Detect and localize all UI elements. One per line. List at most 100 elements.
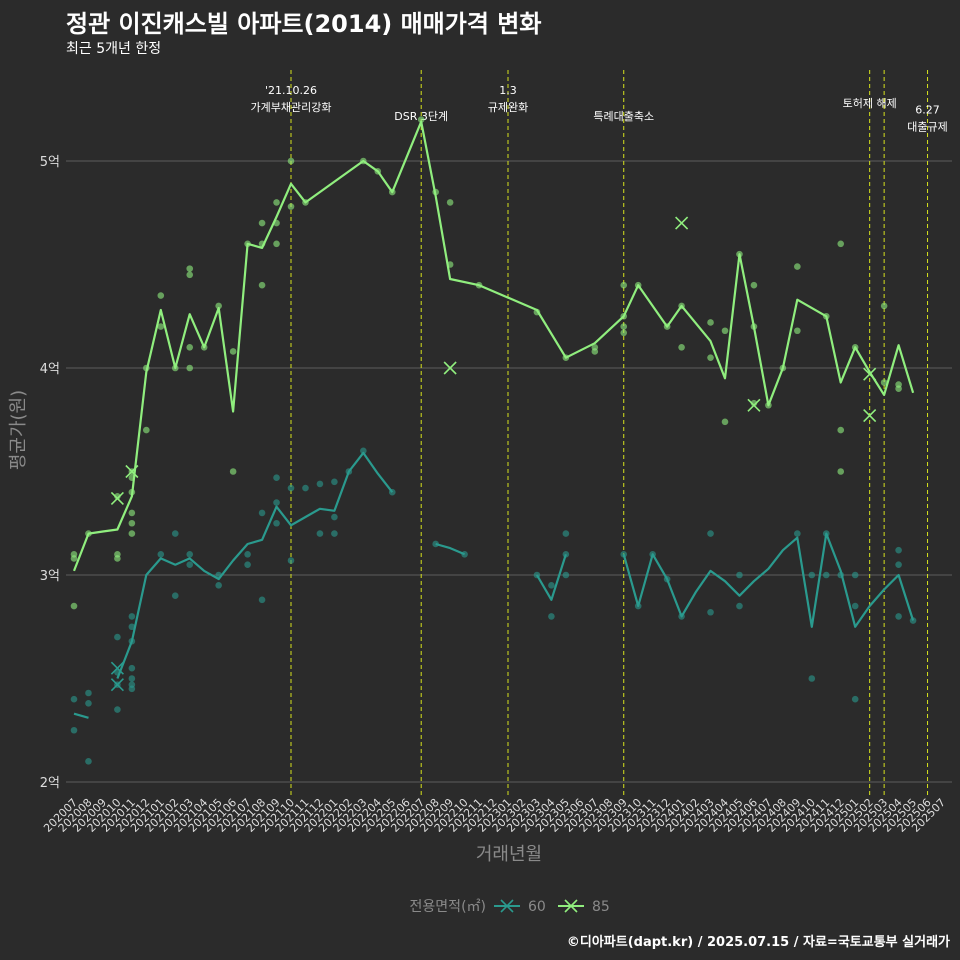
data-point	[302, 484, 309, 492]
legend-title: 전용면적(㎡)	[410, 899, 486, 915]
event-label: 가계부채관리강화	[251, 101, 332, 114]
data-point	[128, 530, 136, 537]
data-point	[851, 602, 859, 610]
data-point	[128, 613, 136, 620]
data-point	[895, 546, 902, 554]
data-point	[360, 447, 367, 455]
data-point	[186, 271, 194, 279]
data-point	[258, 596, 266, 604]
data-point	[215, 302, 222, 310]
data-point	[331, 478, 338, 486]
event-label: 대출규제	[907, 121, 947, 134]
x-marker	[675, 216, 689, 230]
data-point	[736, 602, 743, 610]
data-point	[85, 758, 92, 765]
data-point	[114, 493, 121, 500]
data-point	[880, 302, 888, 310]
data-point	[316, 480, 324, 488]
data-point	[157, 551, 165, 558]
data-point	[707, 319, 714, 326]
event-label: 6.27	[915, 104, 940, 117]
data-point	[258, 281, 266, 289]
data-point	[822, 571, 830, 579]
data-point	[794, 327, 801, 335]
x-marker	[747, 398, 761, 412]
x-marker	[110, 491, 124, 505]
x-marker	[443, 361, 457, 375]
data-point	[331, 513, 338, 521]
series-line	[535, 553, 567, 601]
data-point	[114, 633, 121, 641]
data-point	[316, 530, 324, 537]
data-point	[331, 530, 338, 537]
data-point	[70, 602, 78, 610]
grid-lines	[66, 160, 952, 783]
data-point	[128, 675, 136, 682]
data-point	[808, 675, 816, 682]
data-point	[837, 240, 845, 248]
data-point	[229, 348, 237, 355]
series-line	[622, 532, 915, 628]
data-point	[287, 203, 295, 210]
data-point	[157, 323, 165, 330]
data-point	[794, 263, 801, 270]
data-point	[85, 700, 92, 707]
data-point	[794, 530, 801, 537]
data-point	[837, 468, 845, 475]
data-point	[157, 292, 165, 299]
legend: 전용면적(㎡) 60 85	[410, 899, 610, 915]
data-point	[128, 623, 136, 631]
data-point	[808, 571, 816, 579]
data-point	[114, 555, 121, 562]
data-point	[70, 695, 78, 703]
x-marker	[110, 661, 124, 675]
data-point	[851, 695, 859, 703]
chart-title: 정관 이진캐스빌 아파트(2014) 매매가격 변화	[66, 10, 542, 38]
data-point	[258, 509, 266, 517]
y-tick-label: 3억	[40, 569, 60, 584]
data-point	[171, 592, 179, 599]
data-point	[620, 323, 628, 330]
data-point	[186, 265, 194, 272]
data-point	[128, 509, 136, 517]
data-point	[721, 418, 729, 426]
series-60	[70, 447, 917, 765]
series-layer	[70, 116, 917, 765]
data-point	[258, 219, 266, 227]
data-point	[273, 519, 280, 527]
series-85	[70, 116, 915, 610]
y-axis-title: 평균가(원)	[8, 390, 29, 470]
event-label: 규제완화	[488, 101, 528, 114]
y-tick-label: 2억	[40, 776, 60, 791]
data-point	[591, 348, 599, 355]
data-point	[620, 329, 628, 337]
data-point	[70, 555, 78, 562]
data-point	[128, 664, 136, 672]
data-point	[562, 530, 570, 537]
data-point	[707, 354, 714, 361]
data-point	[548, 613, 555, 620]
data-point	[273, 240, 280, 248]
data-point	[736, 571, 743, 579]
x-axis-title: 거래년월	[476, 844, 542, 865]
data-point	[114, 706, 121, 713]
source-caption: ©디아파트(dapt.kr) / 2025.07.15 / 자료=국토교통부 실…	[566, 935, 950, 950]
data-point	[273, 199, 280, 206]
data-point	[186, 551, 194, 558]
y-tick-label: 4억	[40, 362, 60, 377]
data-point	[287, 557, 295, 564]
event-label: 특례대출축소	[593, 110, 654, 123]
series-line	[116, 451, 394, 679]
data-point	[548, 582, 555, 589]
series-line	[73, 712, 89, 719]
data-point	[620, 281, 628, 289]
data-point	[287, 157, 295, 165]
legend-label: 60	[528, 899, 546, 915]
data-point	[417, 116, 425, 123]
data-point	[895, 385, 902, 393]
data-point	[851, 571, 859, 579]
data-point	[707, 608, 714, 616]
data-point	[85, 689, 92, 697]
